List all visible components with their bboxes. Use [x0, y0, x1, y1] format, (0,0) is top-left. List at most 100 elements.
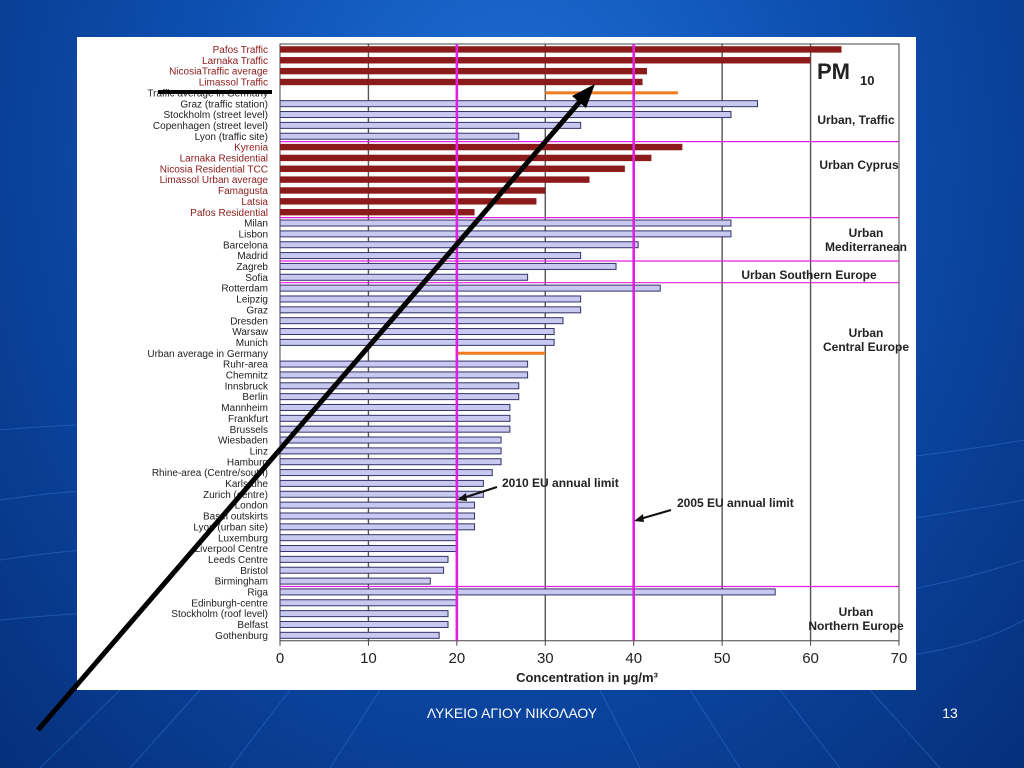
slide-footer: ΛΥΚΕΙΟ ΑΓΙΟΥ ΝΙΚΟΛΑΟΥ — [426, 705, 598, 721]
bar — [279, 523, 476, 531]
category-label: Riga — [247, 588, 268, 599]
bar — [456, 351, 546, 355]
category-label: Leeds Centre — [208, 555, 268, 566]
bar — [279, 111, 732, 119]
category-label: Pafos Traffic — [213, 45, 268, 56]
category-label: Luxemburg — [218, 533, 268, 544]
bar — [279, 631, 440, 639]
limit-annotation-arrow — [639, 509, 672, 520]
group-label: Urban, Traffic — [817, 113, 895, 127]
chart-title-subscript: 10 — [860, 73, 874, 88]
page-number: 13 — [942, 705, 958, 721]
bar — [279, 262, 617, 270]
bar — [279, 306, 582, 314]
limit-annotation: 2010 EU annual limit — [502, 476, 619, 490]
bar — [280, 154, 652, 162]
bar — [280, 208, 475, 216]
category-label: Lyon (traffic site) — [195, 132, 268, 143]
category-label: Innsbruck — [225, 381, 269, 392]
category-label: Wiesbaden — [218, 436, 268, 447]
category-label: Belfast — [237, 620, 268, 631]
bar — [279, 273, 529, 281]
bar — [280, 165, 625, 172]
group-label: Urban Southern Europe — [741, 268, 877, 282]
category-label: Pafos Residential — [190, 208, 268, 219]
bar — [279, 534, 458, 542]
bar — [279, 219, 732, 227]
bar — [279, 414, 511, 422]
category-label: Larnaka Traffic — [202, 56, 268, 67]
x-tick-label: 50 — [714, 650, 731, 667]
category-label: Lyon (urban site) — [193, 522, 268, 533]
bar — [279, 447, 502, 455]
category-label: Liverpool Centre — [195, 544, 269, 555]
category-label: Edinburgh-centre — [191, 598, 268, 609]
category-label: Urban average in Germany — [147, 349, 268, 360]
bar — [279, 393, 520, 401]
category-label: Brussels — [230, 425, 268, 436]
bar — [279, 620, 449, 628]
bar — [279, 610, 449, 618]
bar — [279, 577, 431, 585]
category-label: Birmingham — [215, 577, 268, 588]
bar — [279, 317, 564, 325]
limit-annotation: 2005 EU annual limit — [677, 496, 794, 510]
bar — [279, 328, 555, 336]
x-axis-label: Concentration in µg/m³ — [516, 670, 658, 685]
category-label: Zagreb — [236, 262, 268, 273]
category-label: Lisbon — [239, 229, 268, 240]
category-label: Mannheim — [221, 403, 268, 414]
bar — [279, 230, 732, 238]
category-label: Hamburg — [227, 457, 268, 468]
category-label: Bristol — [240, 566, 268, 577]
bar — [279, 371, 529, 379]
category-label: Graz (traffic station) — [180, 99, 268, 110]
bar — [280, 176, 590, 183]
category-label: Nicosia Residential TCC — [160, 164, 268, 175]
bar — [280, 198, 537, 205]
category-label: Barcelona — [223, 240, 268, 251]
x-tick-label: 20 — [449, 650, 466, 667]
bar — [279, 479, 484, 487]
bar — [279, 241, 639, 249]
group-label: Urban Mediterranean — [825, 226, 907, 254]
x-tick-label: 70 — [891, 650, 908, 667]
bar — [279, 295, 582, 303]
category-label: Graz — [246, 305, 268, 316]
category-label: Copenhagen (street level) — [153, 121, 268, 132]
bar — [279, 403, 511, 411]
bar — [279, 100, 759, 108]
category-label: Madrid — [237, 251, 268, 262]
category-label: Karlsruhe — [225, 479, 268, 490]
category-label: Linz — [250, 446, 268, 457]
bar — [280, 67, 647, 75]
category-label: Milan — [244, 219, 268, 230]
category-label: Frankfurt — [228, 414, 268, 425]
category-label: Traffic average in Germany — [147, 88, 268, 99]
category-label: Rotterdam — [221, 284, 268, 295]
category-label: London — [235, 501, 268, 512]
bar — [279, 490, 484, 498]
bar — [279, 132, 520, 140]
bar — [279, 436, 502, 444]
chart-panel: Pafos Traffic Larnaka Traffic NicosiaTraff… — [77, 37, 916, 690]
bar — [279, 469, 493, 477]
bar — [279, 360, 529, 368]
category-label: Limassol Urban average — [160, 175, 269, 186]
group-label: Urban Cyprus — [819, 158, 899, 172]
bar — [280, 46, 842, 53]
category-label: Chemnitz — [226, 371, 268, 382]
category-label: Latsia — [241, 197, 268, 208]
category-label: Stockholm (roof level) — [171, 609, 268, 620]
bar — [279, 512, 476, 520]
category-label: Warsaw — [232, 327, 269, 338]
x-tick-label: 0 — [276, 650, 284, 667]
chart-title: PM — [817, 59, 850, 84]
bar — [280, 187, 546, 194]
bar — [279, 458, 502, 466]
x-tick-label: 30 — [537, 650, 554, 667]
bar — [279, 501, 476, 509]
group-label: Urban Central Europe — [823, 326, 909, 354]
x-tick-label: 40 — [625, 650, 642, 667]
